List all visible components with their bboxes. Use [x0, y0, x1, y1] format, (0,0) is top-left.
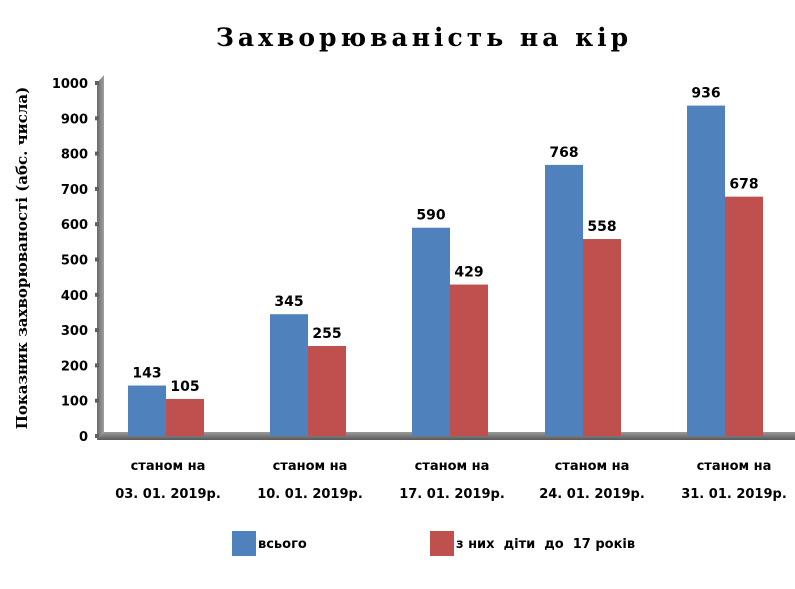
bar	[450, 284, 488, 436]
y-tick-label: 300	[61, 324, 88, 339]
data-label: 558	[587, 219, 616, 235]
y-tick-label: 100	[61, 395, 88, 410]
y-tick-mark	[95, 257, 99, 262]
y-tick-label: 800	[61, 148, 88, 163]
data-labels: 143 345 590 768 936 105 255 429 558 678	[132, 86, 758, 395]
data-label: 936	[691, 86, 720, 102]
y-tick-label: 700	[61, 183, 88, 198]
category-label: станом на	[697, 459, 772, 474]
chart-title: Захворюваність на кір	[216, 23, 632, 52]
data-label: 768	[549, 145, 578, 161]
bar	[412, 227, 450, 436]
legend-label: з них діти до 17 років	[456, 537, 635, 552]
category-label: станом на	[555, 459, 630, 474]
bar	[128, 385, 166, 436]
y-tick-mark	[95, 363, 99, 368]
y-tick-mark	[95, 222, 99, 227]
data-label: 105	[170, 379, 199, 395]
bars	[128, 105, 763, 436]
y-axis-label: Показник захворюваності (абс. числа)	[13, 87, 31, 430]
legend-label: всього	[258, 537, 307, 552]
bar	[725, 196, 763, 436]
y-tick-label: 200	[61, 359, 88, 374]
bar	[270, 314, 308, 436]
category-label: 03. 01. 2019р.	[115, 487, 221, 502]
y-tick-mark	[95, 398, 99, 403]
legend-swatch	[232, 531, 256, 556]
data-label: 678	[729, 177, 758, 193]
data-label: 590	[416, 208, 445, 224]
y-tick-mark	[95, 186, 99, 191]
category-label: 24. 01. 2019р.	[539, 487, 645, 502]
axis-wall	[97, 75, 104, 440]
legend-swatch	[430, 531, 454, 556]
y-tick-label: 400	[61, 289, 88, 304]
y-tick-mark	[95, 434, 99, 438]
y-tick-mark	[95, 292, 99, 297]
category-label: станом на	[131, 459, 206, 474]
y-tick-label: 0	[79, 430, 88, 445]
y-tick-mark	[95, 116, 99, 121]
bar	[166, 398, 204, 436]
category-label: 31. 01. 2019р.	[681, 487, 787, 502]
category-label: станом на	[273, 459, 348, 474]
data-label: 429	[454, 265, 483, 281]
bar	[583, 239, 621, 436]
category-label: 17. 01. 2019р.	[399, 487, 505, 502]
y-axis-ticks: 0 100 200 300 400 500 600 700 800 900 1000	[52, 77, 99, 445]
category-label: 10. 01. 2019р.	[257, 487, 363, 502]
data-label: 345	[274, 294, 303, 310]
bar	[687, 105, 725, 436]
legend: всього з них діти до 17 років	[232, 531, 635, 556]
y-tick-mark	[95, 81, 99, 85]
category-label: станом на	[415, 459, 490, 474]
data-label: 143	[132, 366, 161, 382]
y-tick-label: 600	[61, 218, 88, 233]
y-tick-mark	[95, 151, 99, 156]
category-labels: станом на 03. 01. 2019р. станом на 10. 01. …	[115, 459, 787, 502]
data-label: 255	[312, 326, 341, 342]
y-tick-mark	[95, 328, 99, 333]
bar	[545, 164, 583, 436]
y-tick-label: 500	[61, 254, 88, 269]
y-tick-label: 1000	[52, 77, 88, 92]
y-tick-label: 900	[61, 112, 88, 127]
bar	[308, 345, 346, 436]
